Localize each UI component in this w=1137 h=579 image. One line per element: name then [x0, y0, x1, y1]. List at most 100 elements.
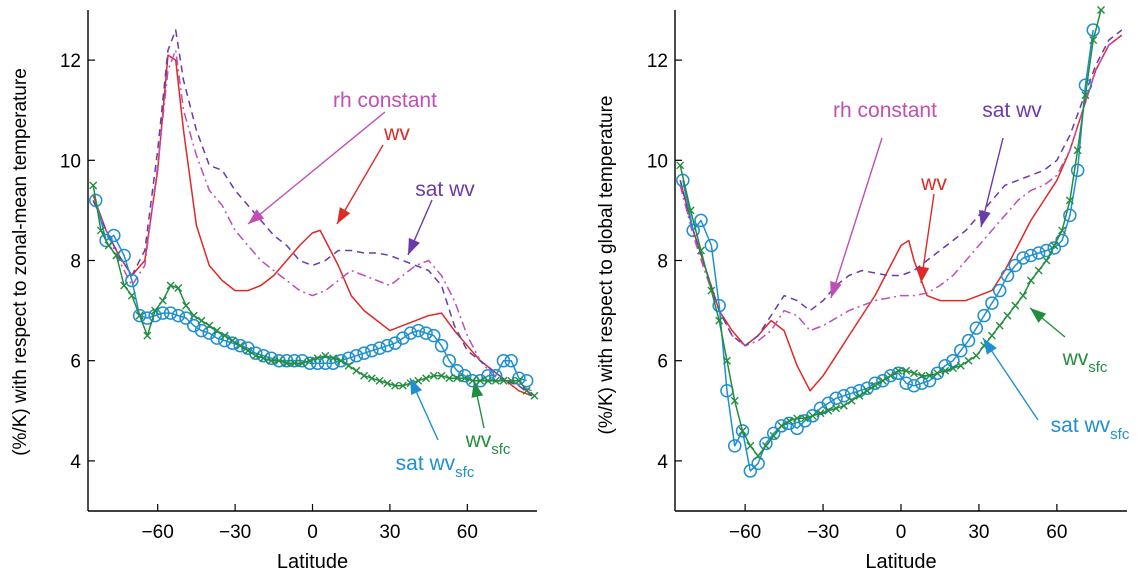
sat-wv-sfc-point [107, 228, 121, 243]
sat-wv-sfc-point [922, 373, 937, 388]
sat-wv-sfc-point [1086, 23, 1100, 37]
sat-wv-sfc-point [488, 368, 503, 383]
right-panel: 4 6 8 10 12 −60 −30 0 30 60 Latitude (%/K) with res… [596, 6, 1130, 573]
wv-sfc-point [453, 374, 462, 383]
wv-sfc-point [197, 316, 206, 325]
x-tick-label: 0 [307, 522, 318, 543]
wv-sfc-point [715, 316, 724, 325]
wv-sfc-point [243, 346, 252, 355]
wv-sfc-point [816, 409, 825, 418]
x-tick-label: −60 [729, 522, 761, 543]
sat-wv-sfc-point [504, 353, 518, 368]
sat-wv-sfc-point [481, 368, 495, 383]
x-tick-label: 60 [1046, 522, 1067, 543]
sat-wv-sfc-point [132, 308, 147, 323]
wv-sfc-series-line [679, 9, 1102, 457]
wv-sfc-point [507, 376, 516, 385]
wv-sfc-point [738, 426, 747, 435]
annotation-arrowhead [979, 210, 991, 227]
wv-sfc-point [151, 306, 160, 315]
wv-sfc-point [800, 414, 809, 423]
wv-sfc-point [398, 381, 407, 390]
sat-wv-sfc-point [686, 223, 700, 238]
wv-sfc-point [383, 379, 392, 388]
sat-wv-sfc-point [1055, 233, 1069, 248]
sat-wv-sfc-point [852, 384, 867, 398]
sat-wv-sfc-point [171, 308, 186, 323]
y-tick-label: 6 [657, 352, 668, 373]
sat-wv-sfc-point [233, 338, 247, 353]
sat-wv-sfc-point [1063, 208, 1077, 223]
wv-sfc-point [422, 374, 431, 383]
wv-sfc-point [1097, 6, 1106, 14]
wv-sfc-point [1073, 146, 1082, 155]
sat-wv-sfc-point [829, 391, 843, 406]
sat-wv-sfc-point [969, 321, 984, 335]
wv-sfc-point [730, 396, 739, 405]
wv-sfc-point [769, 431, 778, 440]
sat-wv-sfc-point [427, 328, 441, 343]
wv-sfc-point [282, 359, 291, 368]
annotation-sat-wv-sfc: sat wvsfc [396, 452, 475, 481]
wv-sfc-point [777, 421, 786, 430]
wv-sfc-point [166, 281, 175, 290]
wv-sfc-series-line [92, 185, 535, 397]
wv-sfc-point [754, 451, 763, 460]
y-tick-label: 8 [70, 252, 81, 273]
sat-wv-sfc-point [380, 338, 395, 353]
rh-constant-series-line [92, 49, 533, 392]
annotation-arrowhead [1030, 308, 1047, 323]
wv-sfc-point [298, 359, 307, 368]
x-axis-label: Latitude [865, 551, 936, 573]
wv-series-line [679, 34, 1123, 392]
x-tick-label: −30 [807, 522, 839, 543]
annotation-arrowhead [917, 266, 930, 283]
x-tick-label: −60 [142, 522, 174, 543]
wv-sfc-point [987, 331, 996, 340]
sat-wv-sfc-point [1016, 251, 1030, 265]
sat-wv-sfc-point [318, 356, 333, 370]
wv-sfc-point [143, 331, 152, 340]
sat-wv-sfc-point [899, 376, 913, 390]
wv-sfc-point [329, 354, 338, 363]
wv-sfc-point [1050, 241, 1059, 250]
sat-wv-series-line [92, 29, 533, 397]
wv-sfc-point [1003, 311, 1012, 320]
wv-sfc-point [220, 331, 229, 340]
sat-wv-sfc-point [907, 379, 921, 393]
sat-wv-sfc-point [519, 373, 534, 388]
x-tick-label: 60 [457, 522, 478, 543]
wv-sfc-point [321, 351, 330, 360]
sat-wv-sfc-point [727, 439, 742, 453]
wv-sfc-point [336, 356, 345, 365]
annotation-arrowhead [248, 209, 265, 224]
wv-sfc-point [871, 381, 880, 390]
annotation-arrow [830, 137, 883, 299]
wv-sfc-point [135, 311, 144, 320]
sat-wv-sfc-point [992, 283, 1007, 298]
sat-wv-sfc-point [411, 323, 426, 338]
annotation-arrowhead [830, 280, 842, 298]
wv-sfc-point [909, 369, 918, 378]
sat-wv-sfc-point [953, 343, 968, 358]
wv-series-line [92, 54, 533, 397]
sat-wv-sfc-point [704, 238, 719, 253]
wv-sfc-point [274, 356, 283, 365]
sat-wv-sfc-point [735, 424, 750, 438]
left-panel: 4 6 8 10 12 −60 −30 0 30 60 Latitude (%/K) with res… [10, 10, 539, 573]
wv-sfc-point [1019, 291, 1028, 300]
wv-sfc-point [902, 366, 911, 375]
wv-sfc-point [476, 376, 485, 385]
wv-sfc-point [832, 404, 841, 413]
annotation-sat-wv-sfc: sat wvsfc [1051, 414, 1130, 443]
sat-wv-sfc-point [442, 353, 457, 368]
wv-sfc-point [855, 391, 864, 400]
annotation-arrowhead [471, 381, 484, 398]
sat-wv-sfc-point [349, 348, 364, 363]
y-tick-label: 8 [657, 252, 668, 273]
wv-sfc-point [894, 366, 903, 375]
sat-wv-sfc-point [837, 389, 851, 403]
wv-sfc-point [1089, 36, 1098, 45]
wv-sfc-point [120, 281, 129, 290]
